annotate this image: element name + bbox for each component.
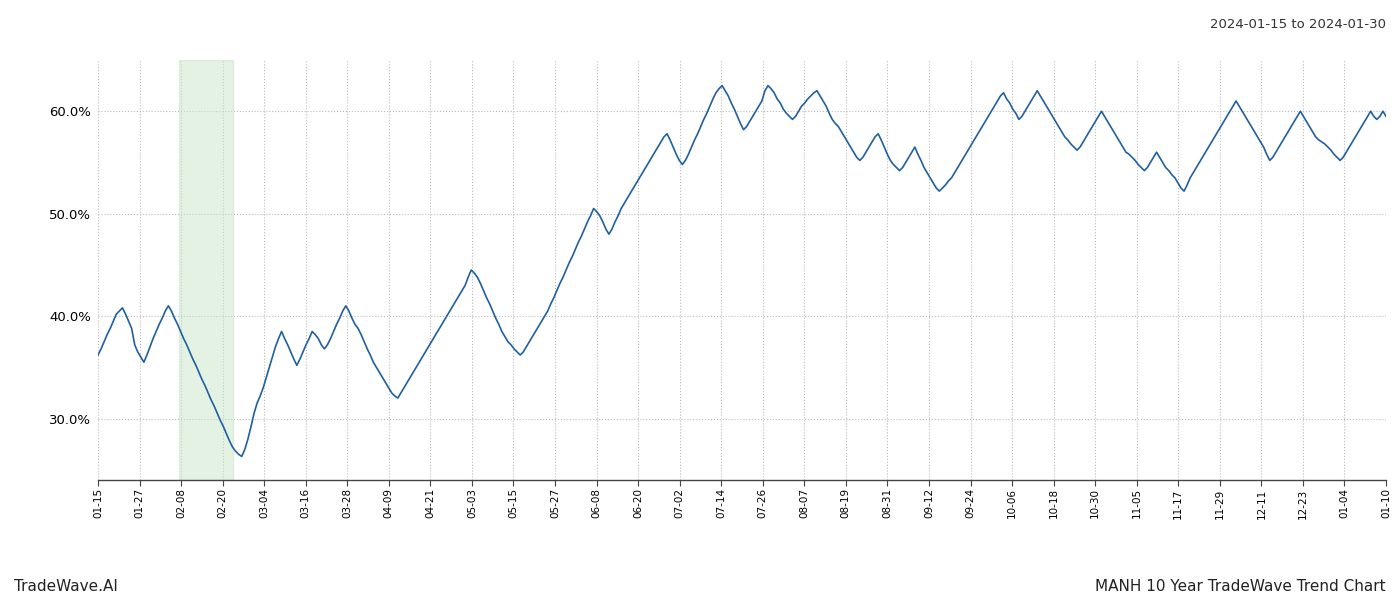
Text: MANH 10 Year TradeWave Trend Chart: MANH 10 Year TradeWave Trend Chart [1095, 579, 1386, 594]
Text: 2024-01-15 to 2024-01-30: 2024-01-15 to 2024-01-30 [1210, 18, 1386, 31]
Bar [179, 60, 234, 480]
Text: TradeWave.AI: TradeWave.AI [14, 579, 118, 594]
